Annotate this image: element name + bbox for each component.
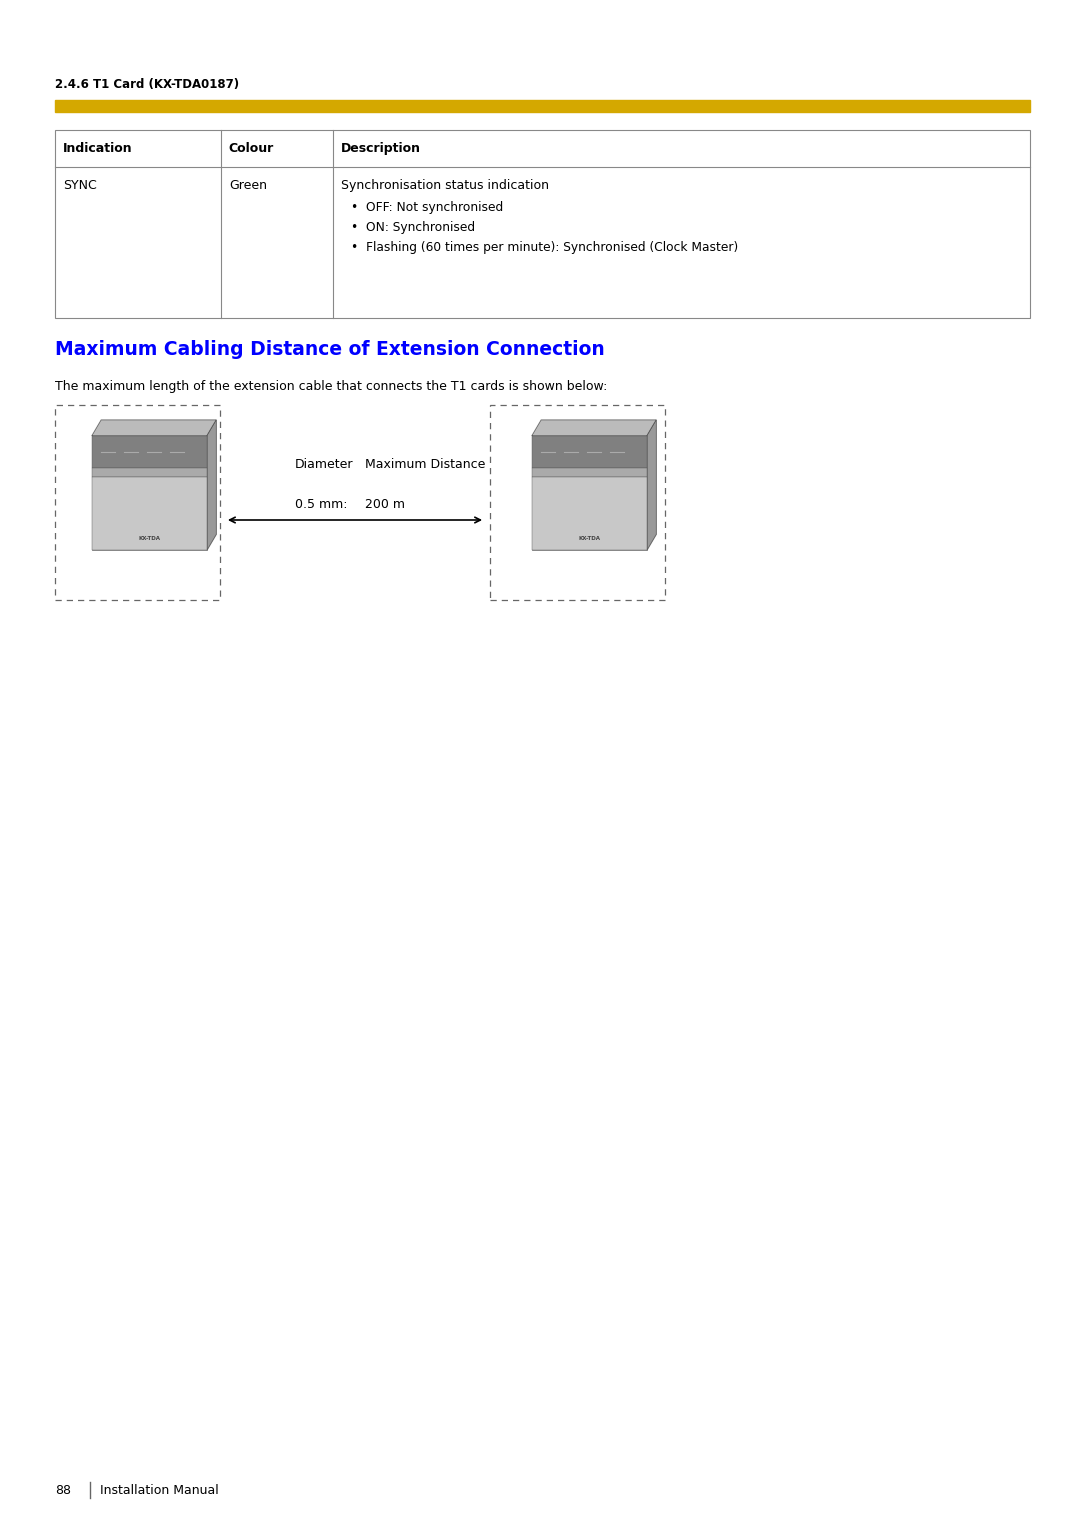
Text: Maximum Distance: Maximum Distance	[365, 458, 485, 470]
Text: 2.4.6 T1 Card (KX-TDA0187): 2.4.6 T1 Card (KX-TDA0187)	[55, 78, 239, 92]
Text: 200 m: 200 m	[365, 498, 405, 512]
Bar	[532, 467, 647, 476]
Bar	[532, 435, 647, 467]
Polygon shape	[647, 420, 657, 550]
Text: KX-TDA: KX-TDA	[138, 536, 161, 541]
Text: Diameter: Diameter	[295, 458, 353, 470]
Text: Maximum Cabling Distance of Extension Connection: Maximum Cabling Distance of Extension Co…	[55, 341, 605, 359]
Text: •  Flashing (60 times per minute): Synchronised (Clock Master): • Flashing (60 times per minute): Synchr…	[351, 241, 738, 253]
Bar	[92, 435, 207, 550]
Text: Description: Description	[341, 142, 421, 156]
Bar	[55, 99, 1030, 111]
Text: Green: Green	[229, 179, 267, 192]
Text: Indication: Indication	[63, 142, 133, 156]
Text: SYNC: SYNC	[63, 179, 97, 192]
Text: Colour: Colour	[229, 142, 274, 156]
Bar	[490, 405, 665, 600]
Bar	[55, 405, 220, 600]
Text: Synchronisation status indication: Synchronisation status indication	[341, 179, 549, 192]
Text: 0.5 mm:: 0.5 mm:	[295, 498, 348, 512]
Text: •  ON: Synchronised: • ON: Synchronised	[351, 221, 475, 234]
Bar	[92, 467, 207, 476]
Polygon shape	[532, 420, 657, 435]
Text: •  OFF: Not synchronised: • OFF: Not synchronised	[351, 202, 503, 214]
Bar	[532, 476, 647, 550]
Bar	[92, 435, 207, 467]
Bar	[92, 476, 207, 550]
Text: The maximum length of the extension cable that connects the T1 cards is shown be: The maximum length of the extension cabl…	[55, 380, 607, 392]
Polygon shape	[92, 420, 216, 435]
Bar	[532, 435, 647, 550]
Text: KX-TDA: KX-TDA	[579, 536, 600, 541]
Bar	[55, 130, 1030, 318]
Text: 88: 88	[55, 1484, 71, 1496]
Text: Installation Manual: Installation Manual	[100, 1484, 219, 1496]
Polygon shape	[207, 420, 216, 550]
